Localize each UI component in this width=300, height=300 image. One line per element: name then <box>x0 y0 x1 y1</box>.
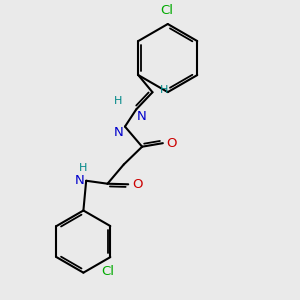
Text: H: H <box>79 164 87 173</box>
Text: N: N <box>137 110 147 123</box>
Text: H: H <box>114 96 122 106</box>
Text: N: N <box>114 126 124 139</box>
Text: N: N <box>75 174 85 187</box>
Text: Cl: Cl <box>101 265 114 278</box>
Text: O: O <box>132 178 142 191</box>
Text: H: H <box>160 85 168 95</box>
Text: Cl: Cl <box>160 4 173 16</box>
Text: O: O <box>167 137 177 150</box>
